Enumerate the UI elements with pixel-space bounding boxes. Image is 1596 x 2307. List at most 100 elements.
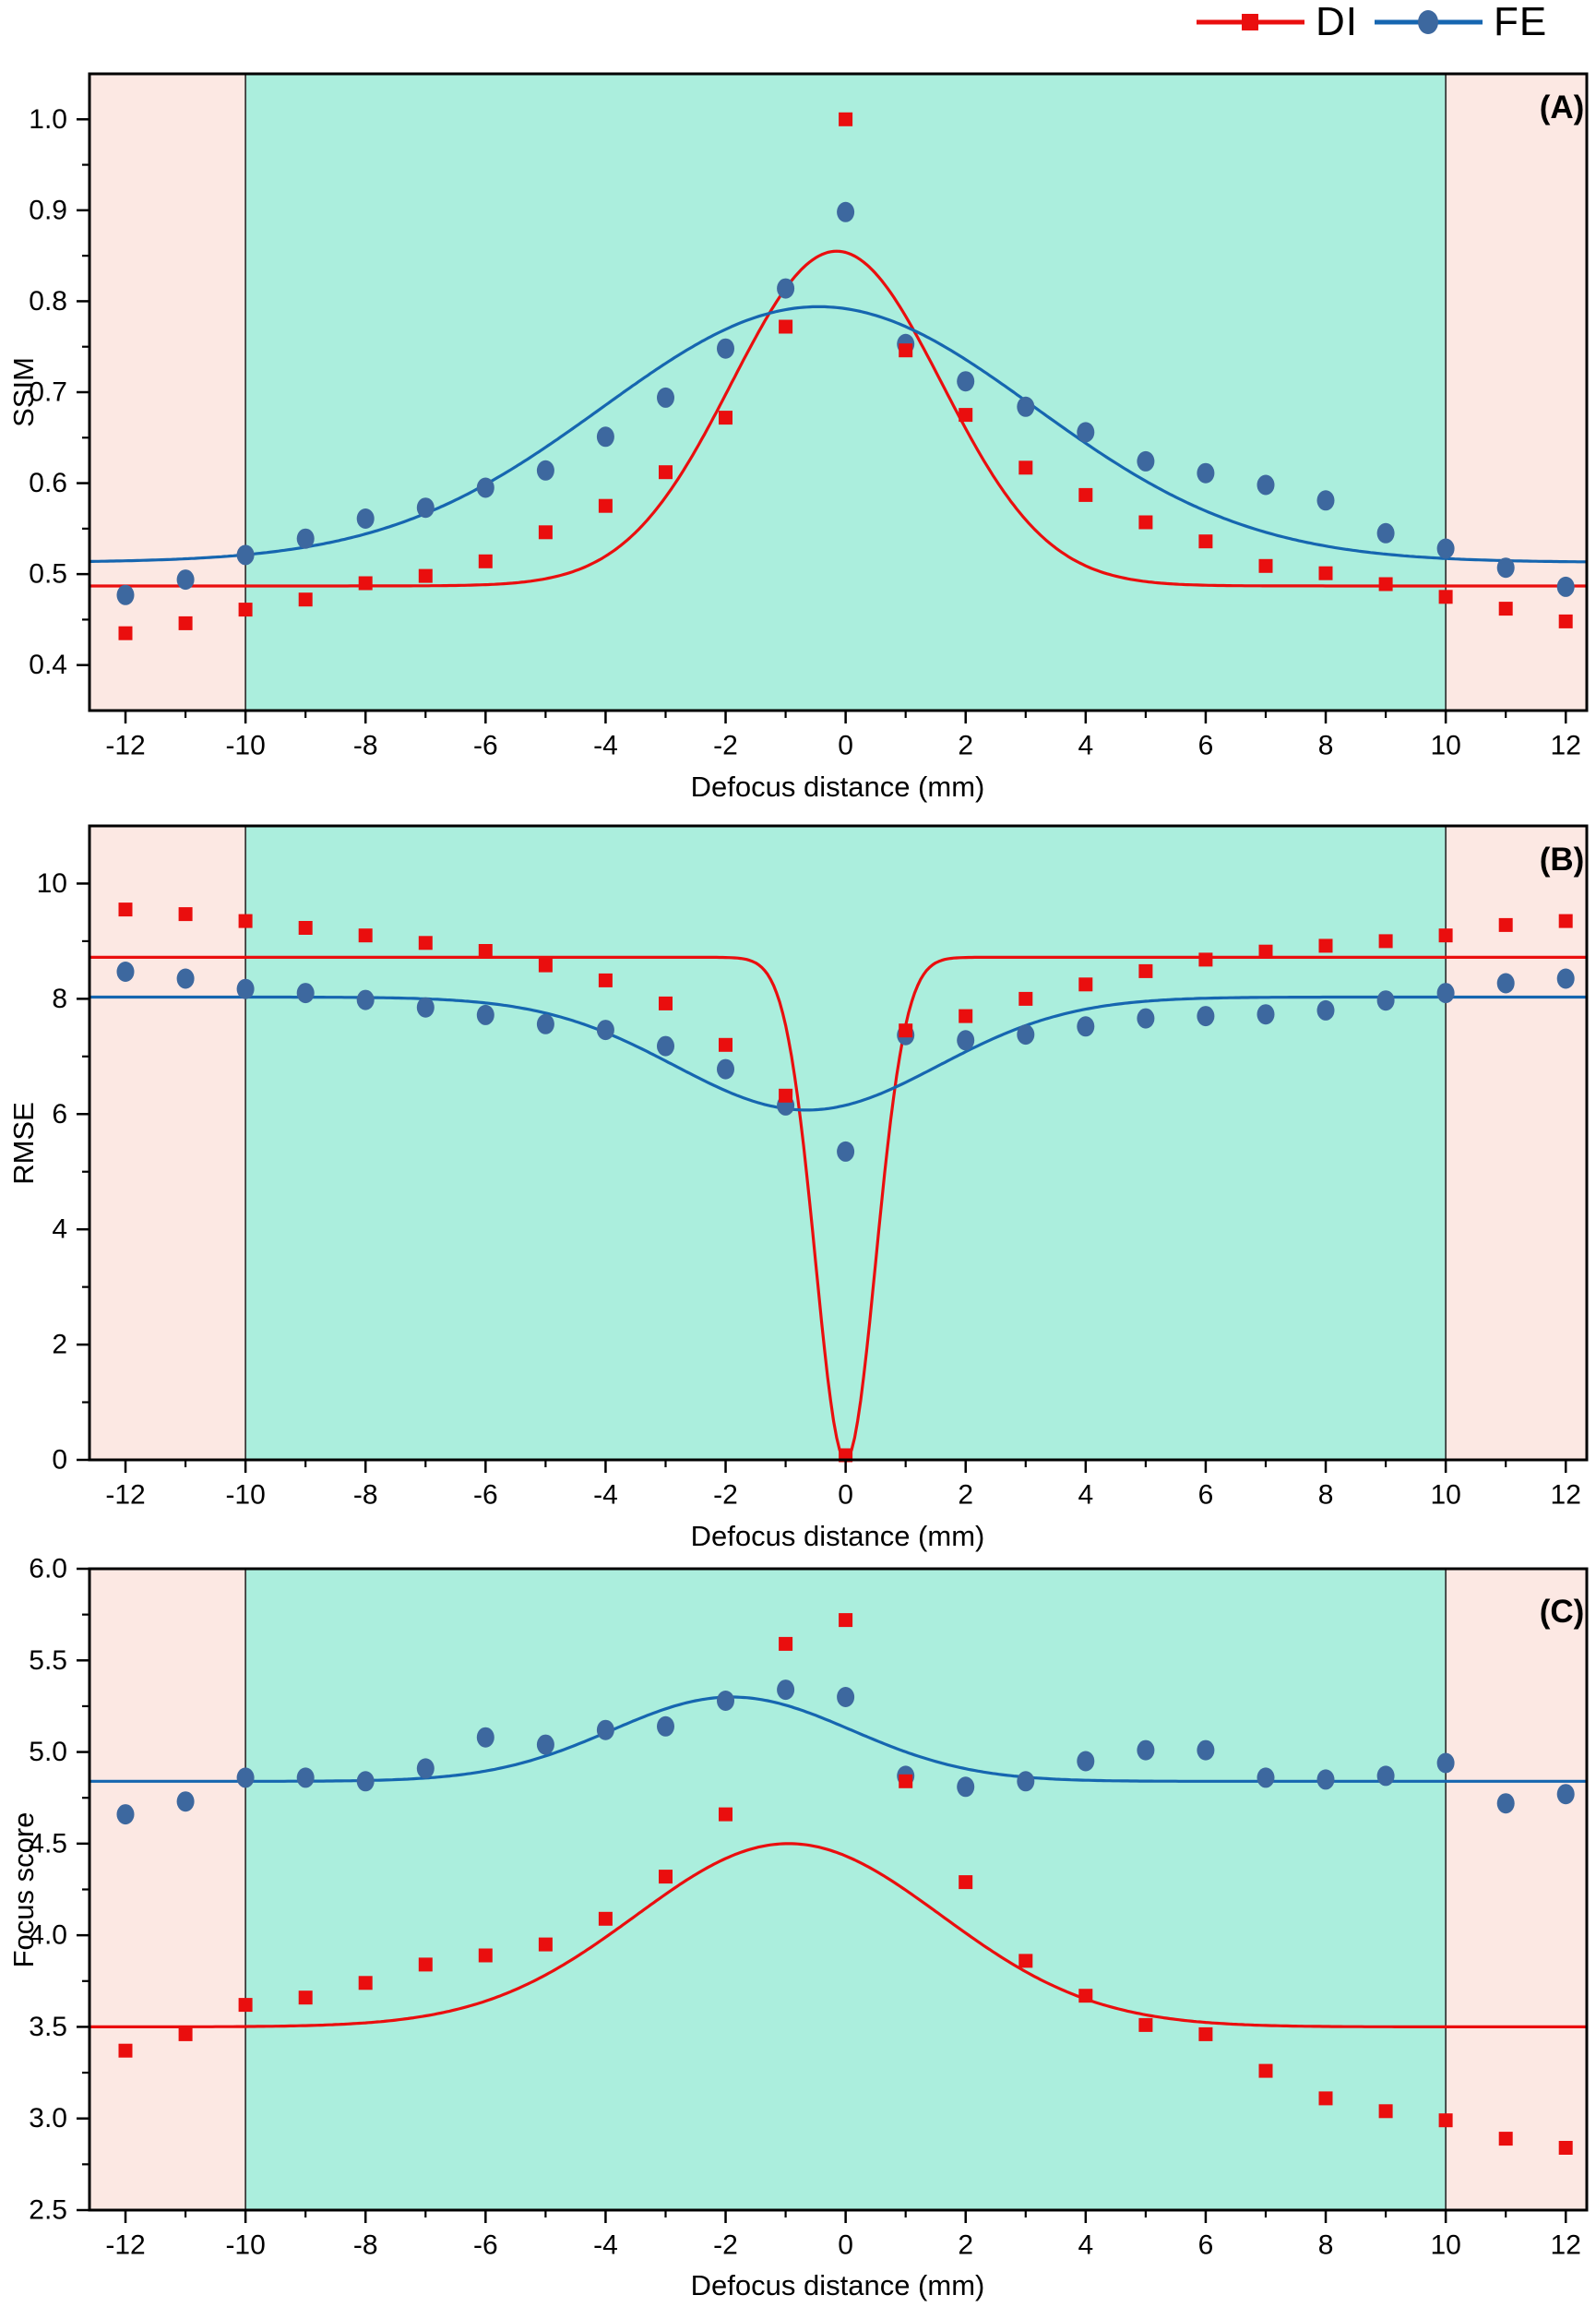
fe-point xyxy=(957,1776,975,1798)
y-tick-label: 4.5 xyxy=(29,1828,67,1859)
di-point xyxy=(1018,460,1033,475)
di-legend-marker-icon xyxy=(1197,14,1304,30)
fe-point xyxy=(1436,1752,1455,1774)
di-points xyxy=(118,1613,1573,2155)
di-point xyxy=(538,525,553,540)
di-point xyxy=(1018,991,1033,1006)
x-tick-label: 4 xyxy=(1078,731,1093,761)
fe-point xyxy=(536,460,554,481)
di-point xyxy=(238,1998,253,2013)
x-tick-label: 8 xyxy=(1318,1480,1334,1511)
di-point xyxy=(1198,534,1213,549)
fe-point xyxy=(957,371,975,392)
fe-point xyxy=(1436,538,1455,559)
x-tick-label: -4 xyxy=(593,1480,618,1511)
di-point xyxy=(1258,558,1273,573)
fe-point xyxy=(657,1035,674,1057)
fe-point xyxy=(1316,490,1335,511)
x-tick-label: 0 xyxy=(838,731,853,761)
panel-b-letter: (B) xyxy=(1539,842,1585,878)
fe-point xyxy=(837,1141,855,1162)
panel-a-letter: (A) xyxy=(1539,90,1585,126)
y-tick-label: 3.0 xyxy=(29,2103,67,2134)
x-tick-label: -2 xyxy=(713,731,738,761)
x-tick-label: 0 xyxy=(838,2230,853,2261)
di-point xyxy=(1018,1954,1033,1968)
x-tick-label: -4 xyxy=(593,2230,618,2261)
di-point xyxy=(1258,944,1273,959)
fe-point xyxy=(596,1020,614,1041)
x-axis-title-a: Defocus distance (mm) xyxy=(690,771,985,803)
fe-point xyxy=(1137,1008,1155,1029)
fe-point xyxy=(1017,1024,1035,1046)
di-point xyxy=(1318,938,1333,953)
fe-point xyxy=(236,978,255,999)
di-point xyxy=(298,1990,313,2005)
fe-point xyxy=(777,278,795,299)
fe-point xyxy=(717,1058,734,1080)
di-point xyxy=(418,1957,433,1972)
di-point xyxy=(1078,487,1093,502)
fe-point xyxy=(476,477,494,498)
di-point xyxy=(899,343,913,358)
fe-point xyxy=(1197,1006,1215,1027)
di-point xyxy=(719,1807,732,1822)
di-point xyxy=(1198,952,1213,967)
di-point xyxy=(1198,2026,1213,2041)
fe-point xyxy=(296,1767,315,1788)
di-point xyxy=(1498,917,1513,932)
fe-point xyxy=(837,1687,855,1707)
di-point xyxy=(478,554,493,568)
fe-point xyxy=(476,1004,494,1025)
y-tick-label: 0.9 xyxy=(29,195,67,225)
y-tick-label: 0.6 xyxy=(29,468,67,498)
di-point xyxy=(238,914,253,928)
y-tick-label: 0 xyxy=(52,1445,67,1476)
di-point xyxy=(1558,614,1573,628)
y-axis-title-rmse: RMSE xyxy=(7,1102,40,1185)
legend-square-icon xyxy=(1242,14,1258,30)
fe-point xyxy=(1197,462,1215,484)
fe-point xyxy=(1137,450,1155,472)
x-tick-label: -6 xyxy=(473,731,498,761)
x-tick-label: -12 xyxy=(105,1480,145,1511)
fe-point xyxy=(1556,576,1575,597)
di-point xyxy=(1138,2017,1153,2032)
x-tick-label: 10 xyxy=(1430,1480,1460,1511)
x-tick-label: 4 xyxy=(1078,2230,1093,2261)
fe-point xyxy=(717,1691,734,1711)
di-point xyxy=(659,1870,673,1884)
fe-point xyxy=(356,989,375,1010)
fe-point xyxy=(1496,1793,1515,1814)
di-point xyxy=(538,1937,553,1952)
y-tick-label: 6.0 xyxy=(29,1554,67,1584)
fe-point xyxy=(236,544,255,566)
y-tick-label: 4.0 xyxy=(29,1920,67,1951)
di-point xyxy=(1558,2141,1573,2155)
x-tick-label: 2 xyxy=(958,2230,973,2261)
x-tick-label: 10 xyxy=(1430,2230,1460,2261)
y-tick-label: 3.5 xyxy=(29,2012,67,2042)
fe-legend-marker-icon xyxy=(1375,10,1483,34)
legend-label-fe: FE xyxy=(1494,0,1548,44)
di-point xyxy=(719,411,732,425)
y-tick-label: 6 xyxy=(52,1099,67,1130)
fe-point xyxy=(1077,1016,1095,1037)
di-point xyxy=(1258,2063,1273,2078)
fe-point xyxy=(657,387,674,408)
di-point xyxy=(1498,2132,1513,2146)
fe-point xyxy=(296,528,315,549)
di-point xyxy=(418,936,433,950)
fe-point xyxy=(1556,968,1575,989)
di-point xyxy=(238,603,253,617)
fe-point xyxy=(116,584,135,605)
di-point xyxy=(1498,602,1513,616)
di-point xyxy=(118,902,133,917)
y-tick-label: 0.5 xyxy=(29,559,67,590)
di-point xyxy=(1558,914,1573,928)
x-tick-label: 8 xyxy=(1318,731,1334,761)
di-point xyxy=(118,626,133,640)
x-tick-label: 6 xyxy=(1198,2230,1214,2261)
di-fit-curve xyxy=(89,249,1587,588)
